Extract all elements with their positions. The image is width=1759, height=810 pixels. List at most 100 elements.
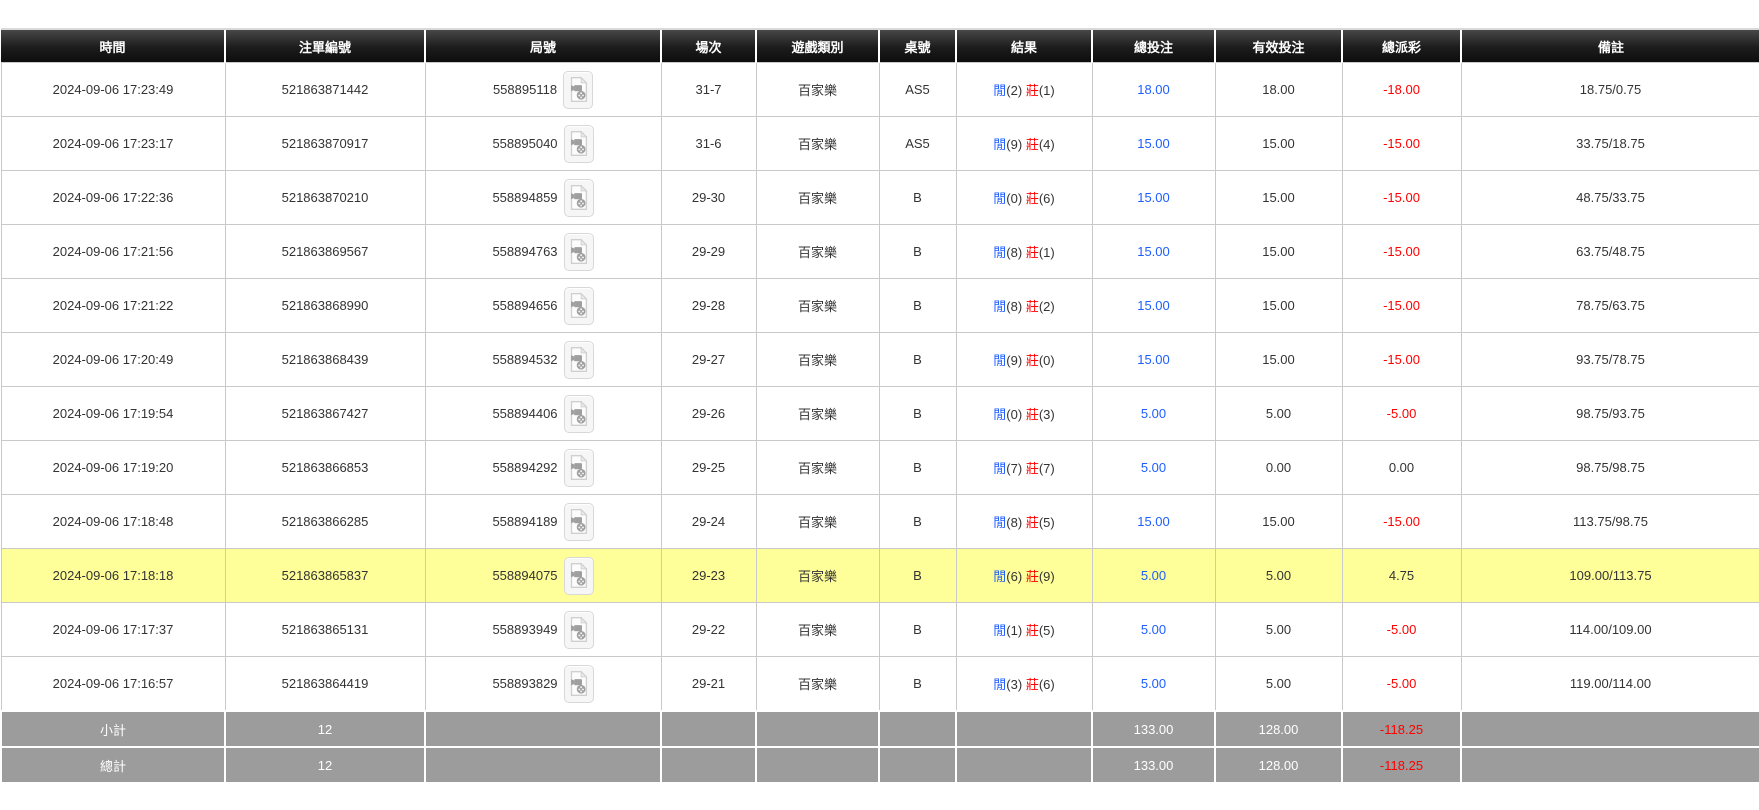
banker-result-label: 莊 xyxy=(1025,677,1039,692)
video-film-icon xyxy=(570,184,588,210)
table-row[interactable]: 2024-09-06 17:20:49 521863868439 5588945… xyxy=(0,332,1759,387)
video-replay-button[interactable] xyxy=(563,124,594,163)
banker-result-label: 莊 xyxy=(1025,191,1039,206)
time-cell: 2024-09-06 17:22:36 xyxy=(0,170,226,225)
bet-no-cell: 521863865837 xyxy=(224,548,426,603)
result-cell: 閒(1) 莊(5) xyxy=(955,602,1093,657)
subtotal-label: 小計 xyxy=(0,710,226,748)
total-bet-cell: 15.00 xyxy=(1091,278,1216,333)
round-number: 558894859 xyxy=(492,190,558,205)
time-cell: 2024-09-06 17:21:56 xyxy=(0,224,226,279)
banker-result-score: (9) xyxy=(1038,569,1055,584)
bet-no-cell: 521863866285 xyxy=(224,494,426,549)
header-row: 時間 注單編號 局號 場次 遊戲類別 桌號 結果 總投注 有效投注 總派彩 備註 xyxy=(1,28,1759,63)
col-header-table-no: 桌號 xyxy=(878,28,956,63)
table-row[interactable]: 2024-09-06 17:17:37 521863865131 5588939… xyxy=(0,602,1759,657)
total-bet-link[interactable]: 15.00 xyxy=(1137,244,1170,259)
player-result-label: 閒 xyxy=(993,623,1007,638)
payout-cell: -15.00 xyxy=(1341,224,1462,279)
video-replay-button[interactable] xyxy=(563,286,594,325)
subtotal-total-bet: 133.00 xyxy=(1091,710,1216,748)
table-no-cell: AS5 xyxy=(878,116,957,171)
game-type-cell: 百家樂 xyxy=(755,170,880,225)
remark-cell: 119.00/114.00 xyxy=(1460,656,1759,712)
game-type-cell: 百家樂 xyxy=(755,278,880,333)
game-type-cell: 百家樂 xyxy=(755,440,880,495)
total-bet-cell: 15.00 xyxy=(1091,170,1216,225)
table-row[interactable]: 2024-09-06 17:23:49 521863871442 5588951… xyxy=(0,62,1759,117)
total-bet-link[interactable]: 15.00 xyxy=(1137,298,1170,313)
payout-cell: -5.00 xyxy=(1341,656,1462,712)
banker-result-score: (4) xyxy=(1038,137,1055,152)
time-cell: 2024-09-06 17:20:49 xyxy=(0,332,226,387)
total-total-bet: 133.00 xyxy=(1091,746,1216,784)
round-no-cell: 558895118 xyxy=(424,62,662,117)
total-bet-link[interactable]: 15.00 xyxy=(1137,352,1170,367)
banker-result-label: 莊 xyxy=(1025,299,1039,314)
payout-cell: -15.00 xyxy=(1341,170,1462,225)
table-row[interactable]: 2024-09-06 17:19:20 521863866853 5588942… xyxy=(0,440,1759,495)
player-result-score: (8) xyxy=(1006,299,1023,314)
col-header-result: 結果 xyxy=(955,28,1092,63)
result-cell: 閒(7) 莊(7) xyxy=(955,440,1093,495)
total-bet-link[interactable]: 15.00 xyxy=(1137,190,1170,205)
total-bet-link[interactable]: 5.00 xyxy=(1140,622,1167,637)
video-replay-button[interactable] xyxy=(563,664,594,703)
round-number: 558894656 xyxy=(492,298,558,313)
session-cell: 29-27 xyxy=(660,332,757,387)
game-type-cell: 百家樂 xyxy=(755,224,880,279)
total-bet-link[interactable]: 5.00 xyxy=(1140,460,1167,475)
table-row[interactable]: 2024-09-06 17:16:57 521863864419 5588938… xyxy=(0,656,1759,712)
total-bet-link[interactable]: 5.00 xyxy=(1140,676,1167,691)
total-bet-link[interactable]: 18.00 xyxy=(1137,82,1170,97)
video-replay-button[interactable] xyxy=(563,232,594,271)
table-row[interactable]: 2024-09-06 17:18:48 521863866285 5588941… xyxy=(0,494,1759,549)
total-label: 總計 xyxy=(0,746,226,784)
table-row[interactable]: 2024-09-06 17:18:18 521863865837 5588940… xyxy=(0,548,1759,603)
bet-no-cell: 521863868990 xyxy=(224,278,426,333)
video-film-icon xyxy=(570,400,588,426)
table-row[interactable]: 2024-09-06 17:19:54 521863867427 5588944… xyxy=(0,386,1759,441)
video-replay-button[interactable] xyxy=(563,448,594,487)
valid-bet-cell: 15.00 xyxy=(1214,278,1343,333)
player-result-score: (6) xyxy=(1006,569,1023,584)
table-row[interactable]: 2024-09-06 17:21:22 521863868990 5588946… xyxy=(0,278,1759,333)
video-replay-button[interactable] xyxy=(563,556,594,595)
time-cell: 2024-09-06 17:23:49 xyxy=(0,62,226,117)
video-replay-button[interactable] xyxy=(563,340,594,379)
result-cell: 閒(8) 莊(2) xyxy=(955,278,1093,333)
video-replay-button[interactable] xyxy=(563,394,594,433)
result-cell: 閒(9) 莊(4) xyxy=(955,116,1093,171)
table-no-cell: B xyxy=(878,656,957,712)
session-cell: 29-22 xyxy=(660,602,757,657)
round-no-cell: 558893829 xyxy=(424,656,662,712)
valid-bet-cell: 15.00 xyxy=(1214,170,1343,225)
player-result-label: 閒 xyxy=(993,677,1007,692)
total-bet-link[interactable]: 15.00 xyxy=(1137,514,1170,529)
video-replay-button[interactable] xyxy=(563,610,594,649)
table-no-cell: B xyxy=(878,332,957,387)
video-replay-button[interactable] xyxy=(563,502,594,541)
table-row[interactable]: 2024-09-06 17:21:56 521863869567 5588947… xyxy=(0,224,1759,279)
valid-bet-cell: 0.00 xyxy=(1214,440,1343,495)
table-body: 2024-09-06 17:23:49 521863871442 5588951… xyxy=(0,62,1759,712)
total-bet-link[interactable]: 5.00 xyxy=(1140,568,1167,583)
round-number: 558895040 xyxy=(492,136,558,151)
total-bet-link[interactable]: 5.00 xyxy=(1140,406,1167,421)
result-cell: 閒(0) 莊(6) xyxy=(955,170,1093,225)
round-number: 558894763 xyxy=(492,244,558,259)
remark-cell: 48.75/33.75 xyxy=(1460,170,1759,225)
video-replay-button[interactable] xyxy=(563,70,594,109)
valid-bet-cell: 15.00 xyxy=(1214,332,1343,387)
banker-result-score: (5) xyxy=(1038,515,1055,530)
table-no-cell: B xyxy=(878,440,957,495)
table-row[interactable]: 2024-09-06 17:22:36 521863870210 5588948… xyxy=(0,170,1759,225)
table-row[interactable]: 2024-09-06 17:23:17 521863870917 5588950… xyxy=(0,116,1759,171)
bet-no-cell: 521863871442 xyxy=(224,62,426,117)
table-no-cell: B xyxy=(878,224,957,279)
video-film-icon xyxy=(570,346,588,372)
round-no-cell: 558894532 xyxy=(424,332,662,387)
total-bet-link[interactable]: 15.00 xyxy=(1137,136,1170,151)
table-no-cell: B xyxy=(878,602,957,657)
video-replay-button[interactable] xyxy=(563,178,594,217)
